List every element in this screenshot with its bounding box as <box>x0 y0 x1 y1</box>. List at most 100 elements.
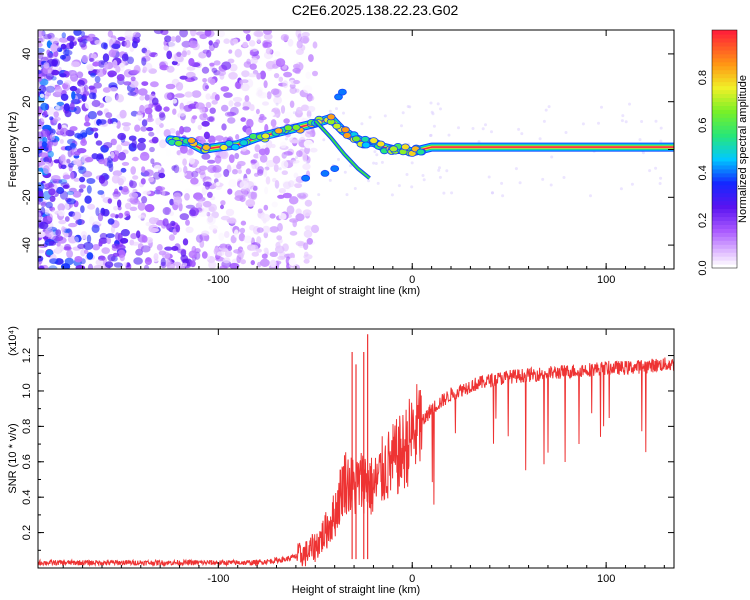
noise-mark <box>190 30 197 37</box>
noise-mark <box>71 91 76 100</box>
noise-mark <box>199 113 209 121</box>
noise-mark <box>116 144 122 153</box>
noise-mark <box>296 109 299 113</box>
noise-mark <box>281 170 288 175</box>
noise-mark <box>255 108 260 115</box>
noise-mark <box>630 182 634 186</box>
noise-mark <box>182 238 189 246</box>
noise-mark <box>275 102 279 106</box>
noise-mark <box>161 190 166 196</box>
noise-mark <box>207 191 213 198</box>
noise-mark <box>107 198 113 204</box>
noise-mark <box>296 150 303 158</box>
noise-mark <box>90 53 97 60</box>
noise-mark <box>252 226 261 235</box>
noise-mark <box>188 103 198 109</box>
noise-mark <box>132 31 141 38</box>
noise-mark <box>298 139 302 143</box>
noise-mark <box>190 177 199 185</box>
noise-mark <box>517 127 521 131</box>
noise-mark <box>44 183 55 189</box>
noise-mark <box>170 220 176 227</box>
noise-mark <box>38 212 41 218</box>
noise-mark <box>94 75 101 83</box>
noise-mark <box>238 233 246 242</box>
noise-mark <box>168 234 175 241</box>
noise-mark <box>302 37 309 44</box>
noise-mark <box>163 106 170 112</box>
noise-mark <box>49 116 54 121</box>
noise-mark <box>292 67 302 73</box>
noise-mark <box>98 175 106 184</box>
noise-mark <box>113 262 123 268</box>
noise-mark <box>205 101 212 109</box>
noise-mark <box>275 241 281 249</box>
noise-mark <box>146 127 154 132</box>
noise-mark <box>250 159 258 164</box>
noise-mark <box>227 58 235 64</box>
noise-mark <box>158 111 165 118</box>
noise-mark <box>328 178 332 182</box>
noise-mark <box>293 172 299 179</box>
noise-mark <box>457 126 460 130</box>
noise-mark <box>149 52 158 58</box>
noise-mark <box>105 112 113 119</box>
noise-mark <box>250 244 259 252</box>
noise-mark <box>174 93 185 98</box>
noise-mark <box>43 110 48 117</box>
noise-mark <box>270 143 276 149</box>
noise-mark <box>185 219 190 226</box>
colorbar-cell <box>712 252 737 257</box>
noise-mark <box>38 118 45 126</box>
noise-mark <box>171 98 178 104</box>
noise-mark <box>360 122 364 126</box>
noise-mark <box>249 49 254 56</box>
noise-mark <box>445 169 449 173</box>
noise-mark <box>39 78 49 86</box>
noise-mark <box>164 35 172 43</box>
noise-mark <box>38 70 42 75</box>
colorbar-frame <box>711 29 738 269</box>
noise-mark <box>81 95 86 101</box>
noise-mark <box>258 148 267 156</box>
noise-mark <box>150 81 159 88</box>
top-x-axis-label: Height of straight line (km) <box>292 285 420 297</box>
noise-mark <box>84 156 94 163</box>
noise-mark <box>87 263 94 269</box>
noise-mark <box>260 213 271 223</box>
noise-mark <box>49 83 56 90</box>
noise-mark <box>158 172 166 179</box>
noise-mark <box>51 69 60 76</box>
noise-mark <box>302 85 313 94</box>
noise-mark <box>182 262 188 267</box>
noise-mark <box>148 131 155 137</box>
noise-mark <box>227 188 233 195</box>
ridge-branch-blob <box>301 174 311 182</box>
noise-mark <box>273 73 280 79</box>
noise-mark <box>239 180 249 190</box>
noise-mark <box>303 258 310 264</box>
bottom-y-multiplier: (x10⁴) <box>7 326 19 356</box>
noise-mark <box>520 132 524 136</box>
noise-mark <box>220 247 228 253</box>
noise-mark <box>270 119 277 128</box>
noise-mark <box>110 151 115 159</box>
noise-mark <box>263 30 272 35</box>
noise-mark <box>173 196 183 206</box>
noise-mark <box>205 93 211 100</box>
noise-mark <box>86 65 94 72</box>
colorbar-cell <box>712 176 737 182</box>
noise-mark <box>228 100 234 107</box>
noise-mark <box>122 185 129 193</box>
noise-mark <box>38 42 43 48</box>
noise-mark <box>175 224 181 233</box>
noise-mark <box>206 211 211 217</box>
noise-mark <box>117 132 127 141</box>
ridge-blob <box>369 137 379 145</box>
noise-mark <box>240 220 247 226</box>
colorbar-cell <box>712 240 737 245</box>
noise-mark <box>74 236 79 244</box>
noise-mark <box>549 183 553 187</box>
noise-mark <box>175 35 182 43</box>
noise-mark <box>86 252 94 260</box>
